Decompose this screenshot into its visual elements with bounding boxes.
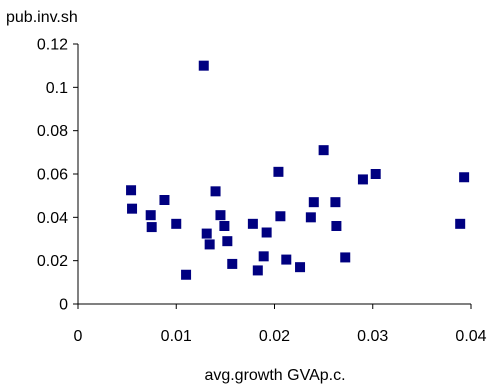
data-point xyxy=(275,211,286,222)
data-point xyxy=(308,197,319,208)
data-point xyxy=(455,218,466,229)
data-point xyxy=(252,265,263,276)
data-point xyxy=(126,185,137,196)
y-tick-label: 0 xyxy=(59,297,68,314)
data-point xyxy=(145,210,156,221)
x-tick-label: 0 xyxy=(74,328,83,345)
data-point xyxy=(261,227,272,238)
x-axis-title: avg.growth GVAp.c. xyxy=(204,367,345,384)
y-tick-label: 0.08 xyxy=(37,123,68,140)
data-point xyxy=(222,236,233,247)
tick-labels: 0 0.02 0.04 0.06 0.08 0.1 0.12 0 0.01 0.02 0.03 0.0… xyxy=(37,37,487,346)
data-point xyxy=(127,203,138,214)
y-tick-label: 0.1 xyxy=(46,80,68,97)
x-axis-ticks xyxy=(77,304,472,309)
data-point xyxy=(181,269,192,280)
x-tick-label: 0.01 xyxy=(161,328,192,345)
data-point xyxy=(295,262,306,273)
data-point xyxy=(201,228,212,239)
data-point xyxy=(331,221,342,231)
data-point xyxy=(340,252,351,263)
data-point xyxy=(258,251,269,262)
data-point xyxy=(281,254,292,265)
data-point xyxy=(198,60,209,71)
data-point xyxy=(215,210,226,221)
data-point xyxy=(219,221,230,231)
data-point xyxy=(159,195,170,205)
x-tick-label: 0.02 xyxy=(259,328,290,345)
data-point xyxy=(459,172,470,183)
y-axis-ticks xyxy=(73,43,78,305)
x-tick-label: 0.03 xyxy=(357,328,388,345)
data-point xyxy=(318,145,329,156)
data-point xyxy=(357,174,368,185)
data-points xyxy=(126,60,470,280)
y-tick-label: 0.06 xyxy=(37,167,68,184)
y-tick-label: 0.02 xyxy=(37,253,68,270)
data-point xyxy=(370,169,381,179)
data-point xyxy=(273,166,284,177)
data-point xyxy=(227,258,238,269)
data-point xyxy=(204,239,215,250)
y-tick-label: 0.12 xyxy=(37,37,68,54)
data-point xyxy=(305,212,316,223)
data-point xyxy=(330,197,341,208)
y-tick-label: 0.04 xyxy=(37,210,68,227)
x-tick-label: 0.04 xyxy=(455,328,486,345)
data-point xyxy=(247,218,258,229)
data-point xyxy=(171,218,182,229)
data-point xyxy=(146,222,157,233)
data-point xyxy=(210,186,221,197)
y-axis-title: pub.inv.sh xyxy=(6,9,78,26)
